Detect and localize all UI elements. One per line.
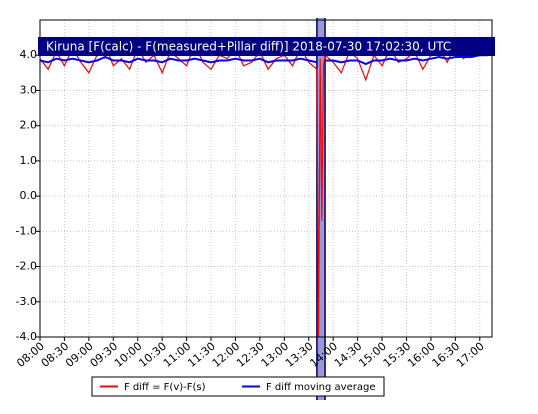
highlight-band (316, 18, 326, 400)
legend (91, 376, 385, 397)
y-tick-label: -1.0 (16, 224, 37, 237)
x-tick-label: 17:00 (454, 340, 487, 370)
y-tick-label: 0.0 (20, 189, 38, 202)
y-tick-label: -4.0 (16, 330, 37, 343)
chart-title: Kiruna [F(calc) - F(measured+Pillar diff… (46, 40, 451, 54)
plot-frame (39, 19, 493, 338)
legend-label: F diff = F(v)-F(s) (124, 382, 206, 393)
title-box (38, 37, 495, 56)
legend-label: F diff moving average (266, 382, 375, 393)
y-tick-label: 3.0 (20, 83, 38, 96)
series-line (39, 54, 488, 66)
y-tick-label: 2.0 (20, 119, 38, 132)
plot-area (40, 20, 492, 337)
y-tick-label: 4.0 (20, 48, 38, 61)
y-tick-label: 1.0 (20, 154, 38, 167)
y-tick-label: -2.0 (16, 260, 37, 273)
y-tick-label: -3.0 (16, 295, 37, 308)
